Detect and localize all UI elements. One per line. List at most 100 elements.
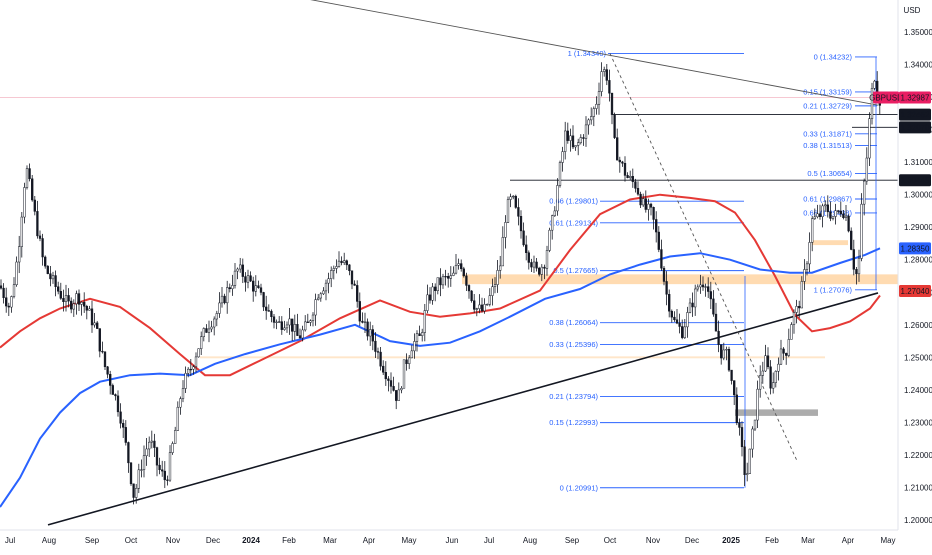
x-tick-label: Feb bbox=[765, 536, 779, 545]
candle-body bbox=[850, 230, 853, 250]
candle-body bbox=[218, 302, 221, 314]
candle-body bbox=[93, 322, 96, 326]
candle-body bbox=[475, 308, 478, 310]
price-label-level bbox=[899, 108, 931, 121]
candle-body bbox=[467, 285, 471, 292]
candle-body bbox=[397, 389, 400, 401]
x-tick-label: Apr bbox=[363, 536, 376, 545]
x-tick-label: May bbox=[401, 536, 416, 545]
candle-body bbox=[431, 286, 434, 301]
x-tick-label: Feb bbox=[282, 536, 296, 545]
candle-body bbox=[525, 244, 528, 253]
candle-body bbox=[166, 479, 169, 481]
candle-body bbox=[595, 103, 598, 109]
candle-body bbox=[382, 365, 385, 373]
x-tick-label: May bbox=[880, 536, 895, 545]
candle-body bbox=[712, 298, 715, 315]
candle-body bbox=[192, 366, 195, 370]
y-tick-label: 1.35000 bbox=[904, 28, 932, 37]
candle-body bbox=[649, 203, 653, 208]
trend-line-dashed-fall bbox=[609, 53, 798, 461]
ma-blue-line bbox=[0, 247, 881, 508]
candle-body bbox=[688, 302, 692, 313]
candle-body bbox=[597, 91, 601, 105]
candle-body bbox=[519, 216, 523, 232]
candle-body bbox=[46, 265, 49, 274]
x-tick-label: Mar bbox=[801, 536, 815, 545]
candle-body bbox=[20, 216, 23, 247]
candle-body bbox=[790, 324, 793, 340]
candle-body bbox=[415, 333, 419, 342]
candle-body bbox=[304, 321, 307, 331]
candle-body bbox=[811, 218, 814, 243]
candle-body bbox=[860, 203, 863, 259]
small-zone bbox=[812, 240, 848, 246]
candle-body bbox=[870, 88, 874, 119]
candle-body bbox=[356, 285, 359, 302]
candle-body bbox=[257, 285, 260, 288]
candle-body bbox=[174, 430, 177, 444]
candle-body bbox=[735, 394, 738, 423]
candle-body bbox=[613, 114, 616, 138]
candle-body bbox=[725, 348, 728, 351]
candle-body bbox=[109, 374, 112, 386]
candle-body bbox=[335, 266, 338, 269]
candle-body bbox=[748, 448, 751, 474]
candle-body bbox=[439, 277, 442, 286]
candle-body bbox=[343, 260, 346, 263]
candle-body bbox=[470, 290, 473, 301]
candle-body bbox=[103, 351, 107, 368]
candle-body bbox=[322, 290, 325, 295]
candle-body bbox=[90, 308, 94, 326]
candle-body bbox=[384, 372, 387, 380]
fib-left-label: 1 (1.34340) bbox=[568, 49, 607, 58]
support-zone bbox=[462, 274, 900, 285]
candle-body bbox=[668, 294, 671, 312]
candle-body bbox=[686, 312, 689, 328]
candle-body bbox=[548, 229, 551, 251]
trend-line-lower-ascending bbox=[47, 292, 879, 526]
candle-body bbox=[205, 328, 208, 333]
y-tick-label: 1.20000 bbox=[904, 516, 932, 525]
candle-body bbox=[207, 328, 211, 333]
candle-body bbox=[324, 282, 328, 292]
candle-body bbox=[161, 469, 164, 472]
price-label-text: 1.28350 bbox=[901, 244, 930, 253]
candle-body bbox=[18, 246, 21, 263]
candle-body bbox=[730, 369, 733, 381]
candle-body bbox=[571, 135, 575, 148]
candle-body bbox=[262, 292, 265, 308]
candle-body bbox=[779, 348, 783, 365]
price-label-ma_red bbox=[899, 284, 931, 297]
candle-body bbox=[96, 322, 99, 329]
candle-body bbox=[551, 215, 554, 231]
symbol-tag-text: GBPUSD bbox=[869, 93, 903, 102]
candle-body bbox=[158, 464, 161, 470]
candle-body bbox=[171, 443, 174, 453]
candle-body bbox=[545, 250, 549, 269]
candle-body bbox=[642, 198, 645, 206]
candle-body bbox=[452, 272, 455, 276]
candle-body bbox=[213, 318, 216, 328]
candle-body bbox=[855, 269, 858, 275]
candle-body bbox=[532, 261, 536, 268]
candle-body bbox=[135, 488, 138, 498]
candle-body bbox=[85, 305, 88, 311]
y-tick-label: 1.24000 bbox=[904, 386, 932, 395]
candle-body bbox=[774, 370, 777, 383]
candle-body bbox=[405, 359, 408, 364]
candle-body bbox=[23, 187, 26, 218]
candle-body bbox=[738, 422, 741, 428]
fib-right-label: 0.15 (1.33159) bbox=[803, 87, 852, 96]
candle-body bbox=[530, 262, 533, 268]
candle-body bbox=[75, 293, 78, 305]
candle-body bbox=[486, 303, 489, 306]
candle-body bbox=[114, 394, 117, 397]
price-label-level bbox=[899, 174, 931, 187]
candle-body bbox=[590, 116, 593, 121]
candle-body bbox=[873, 80, 876, 89]
candle-body bbox=[88, 308, 91, 311]
candle-body bbox=[603, 69, 606, 72]
